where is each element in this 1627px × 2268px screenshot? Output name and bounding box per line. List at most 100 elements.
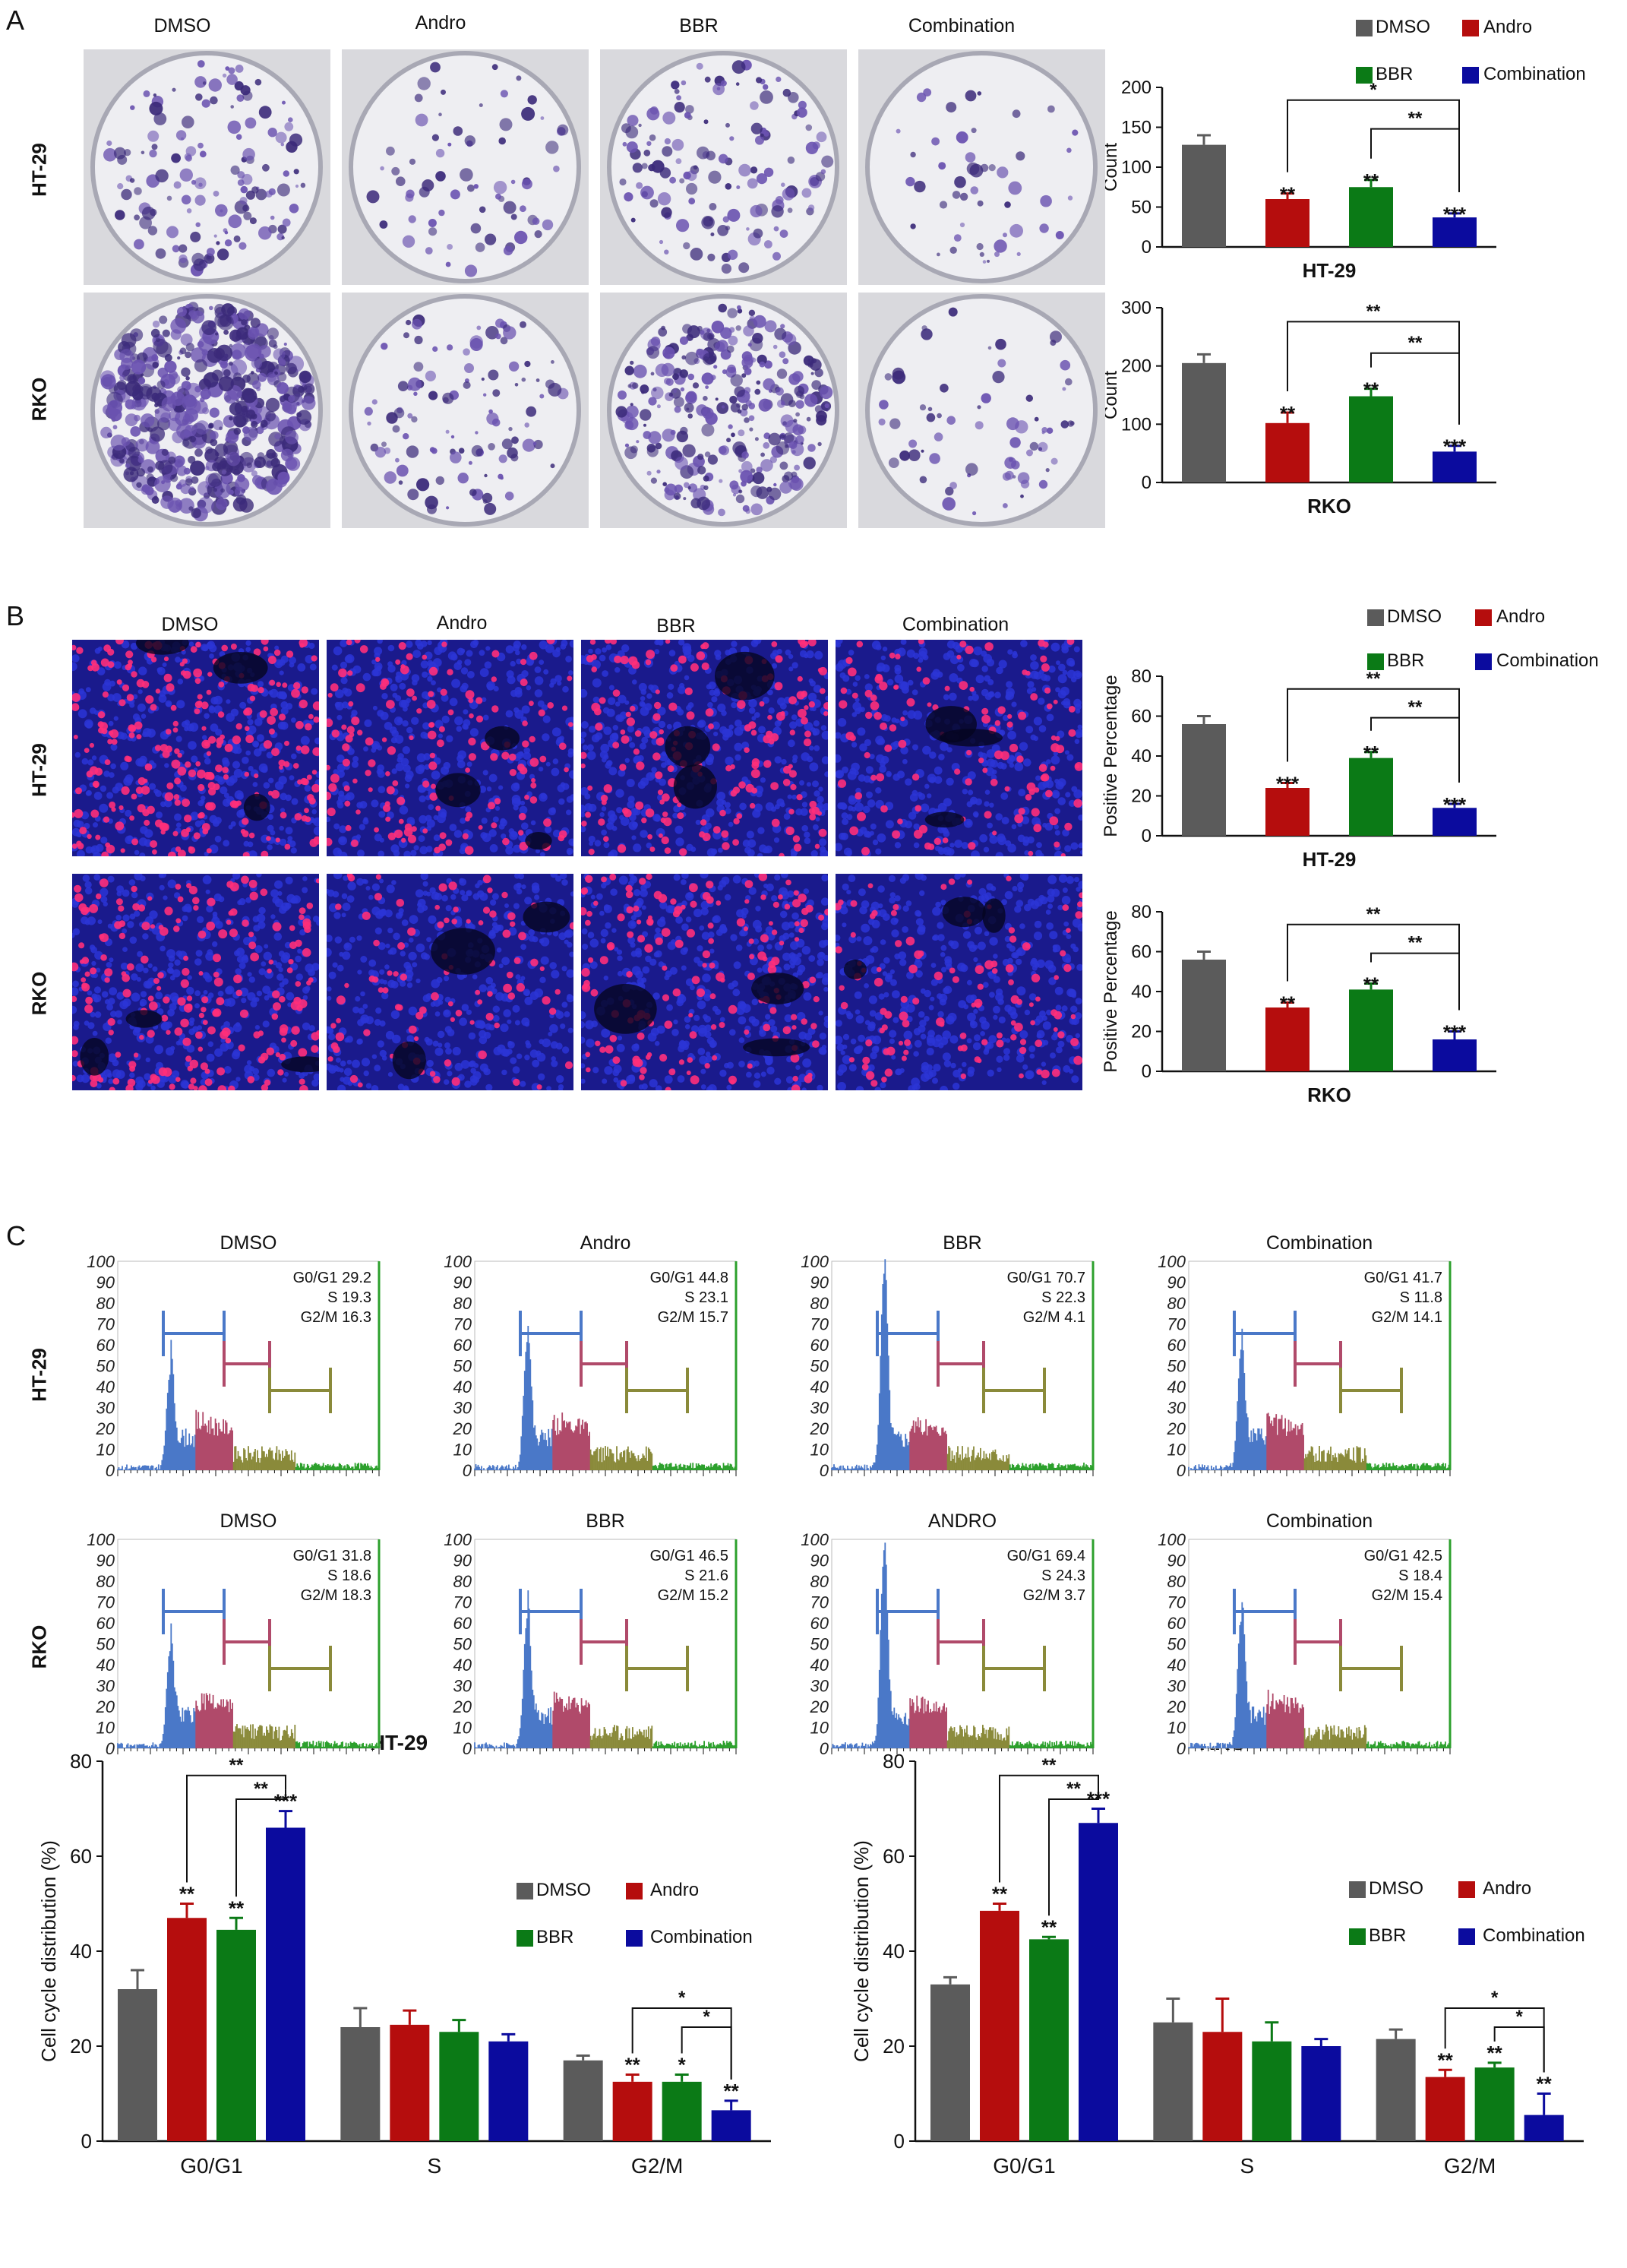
nucleus-dot [336, 715, 342, 720]
colony-dot [488, 410, 493, 414]
nucleus-dot [483, 715, 489, 721]
nucleus-dot [206, 906, 213, 913]
nucleus-dot [1076, 709, 1081, 714]
colony-dot [203, 81, 207, 85]
y-tick-label: 60 [70, 1845, 92, 1868]
edu-positive-dot [365, 770, 371, 776]
colony-plate [84, 49, 330, 285]
colony-dot [983, 260, 987, 264]
nucleus-dot [419, 835, 425, 842]
colony-dot [196, 223, 201, 227]
colony-dot [233, 413, 248, 428]
nucleus-dot [1031, 735, 1037, 741]
colony-dot [182, 115, 194, 128]
nucleus-dot [274, 646, 279, 650]
nucleus-dot [267, 814, 273, 820]
colony-dot [229, 330, 242, 342]
colony-dot [1072, 130, 1078, 136]
nucleus-dot [970, 797, 978, 805]
nucleus-dot [239, 702, 246, 709]
colony-dot [748, 343, 752, 346]
colony-dot [885, 373, 892, 381]
edu-positive-dot [90, 766, 98, 774]
nucleus-dot [427, 1060, 434, 1067]
colony-dot [625, 366, 634, 375]
colony-dot [367, 190, 380, 203]
edu-positive-dot [161, 1015, 168, 1022]
colony-dot [718, 509, 725, 517]
edu-positive-dot [809, 814, 816, 821]
nucleus-dot [144, 1073, 150, 1080]
y-tick-label: 0 [1142, 473, 1152, 493]
colony-dot [231, 166, 240, 175]
nucleus-dot [918, 658, 924, 663]
edu-positive-dot [198, 931, 207, 939]
colony-dot [632, 382, 638, 388]
row-label-a-rko: RKO [28, 354, 52, 445]
colony-dot [971, 186, 979, 195]
colony-dot [750, 101, 759, 110]
edu-positive-dot [207, 690, 212, 695]
nucleus-dot [507, 1041, 515, 1049]
edu-positive-dot [295, 981, 302, 987]
edu-positive-dot [293, 997, 301, 1004]
significance-stars: ** [992, 1883, 1008, 1906]
nucleus-dot [388, 645, 395, 652]
nucleus-dot [428, 804, 434, 810]
colony-dot [927, 413, 936, 422]
edu-positive-dot [368, 759, 375, 767]
colony-dot [500, 118, 513, 131]
nucleus-dot [327, 986, 331, 991]
nucleus-dot [442, 716, 450, 723]
nucleus-dot [268, 690, 273, 694]
nucleus-dot [403, 746, 410, 754]
edu-positive-dot [491, 822, 497, 828]
nucleus-dot [589, 804, 597, 812]
bar [1426, 2077, 1465, 2141]
bar [662, 2082, 702, 2141]
edu-positive-dot [152, 849, 157, 855]
colony-dot [443, 397, 449, 403]
edu-positive-dot [248, 932, 254, 937]
nucleus-dot [233, 1023, 242, 1033]
bar [1153, 2023, 1193, 2141]
colony-dot [446, 430, 450, 434]
colony-dot [619, 179, 626, 185]
colony-dot [207, 248, 215, 256]
colony-dot [191, 253, 204, 266]
edu-positive-dot [783, 766, 791, 774]
nucleus-dot [659, 779, 666, 786]
nucleus-dot [297, 663, 305, 672]
edu-positive-dot [182, 1038, 191, 1046]
nucleus-dot [848, 650, 855, 656]
nucleus-dot [754, 712, 760, 718]
nucleus-dot [86, 687, 91, 692]
edu-positive-dot [203, 1020, 208, 1025]
edu-positive-dot [214, 978, 223, 987]
edu-positive-dot [751, 769, 760, 778]
colony-dot [170, 318, 186, 334]
nucleus-dot [629, 742, 635, 748]
edu-positive-dot [233, 975, 242, 984]
edu-positive-dot [328, 693, 333, 697]
nucleus-dot [356, 1039, 362, 1044]
edu-positive-dot [137, 679, 145, 688]
colony-dot [494, 181, 507, 194]
edu-positive-dot [422, 655, 428, 660]
colony-dot [157, 381, 166, 389]
colony-dot [215, 444, 228, 457]
legend-swatch-dmso [1367, 609, 1384, 626]
legend-swatch-combination [1458, 1928, 1475, 1945]
edu-positive-dot [267, 969, 272, 974]
significance-stars: ** [179, 1883, 195, 1906]
nucleus-dot [252, 741, 259, 748]
edu-positive-dot [99, 934, 104, 939]
nucleus-dot [1058, 664, 1066, 672]
edu-positive-dot [633, 748, 640, 754]
colony-dot [262, 164, 270, 172]
edu-positive-dot [349, 732, 355, 738]
colony-dot [798, 425, 806, 434]
nucleus-dot [94, 792, 103, 800]
nucleus-dot [943, 694, 949, 701]
panel-letter-b: B [6, 600, 24, 632]
